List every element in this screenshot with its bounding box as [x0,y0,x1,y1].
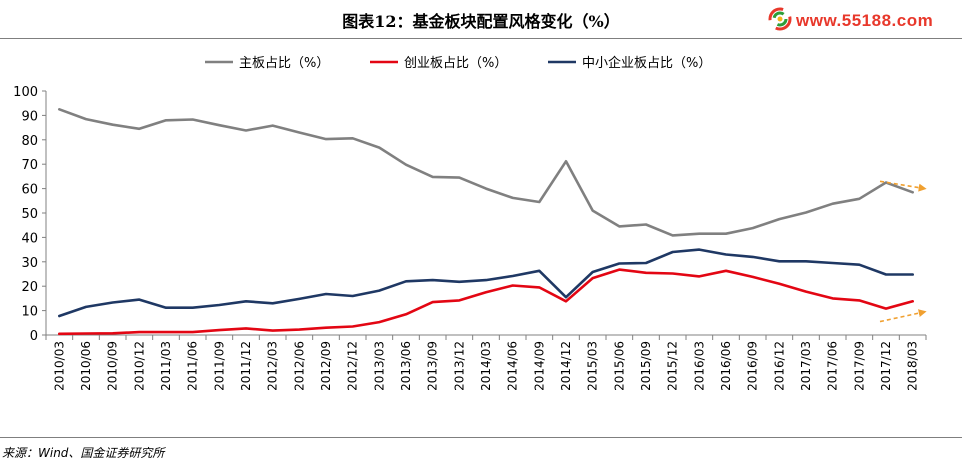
line-chart: 主板占比（%） 创业板占比（%） 中小企业板占比（%） 0 10 20 30 40 50 60 7… [13,55,927,391]
series-lines [57,108,915,336]
x-tick-label: 2014/06 [506,341,520,391]
chart-title: 图表12：基金板块配置风格变化（%） [342,12,620,31]
legend-label-1: 主板占比（%） [239,56,329,71]
series-line-3 [57,248,915,318]
x-tick-label: 2017/09 [852,341,866,391]
y-tick-label: 70 [21,158,38,173]
bottom-divider [0,437,962,438]
x-axis: 2010/03 2010/06 2010/09 2010/12 2011/03 2011/… [45,334,927,391]
x-tick-label: 2012/09 [319,341,333,391]
annotations [879,180,927,323]
y-tick-label: 40 [21,231,38,246]
x-tick-label: 2011/03 [159,341,173,391]
y-axis: 0 10 20 30 40 50 60 70 80 90 100 [13,85,47,344]
y-tick-label: 60 [21,183,38,198]
site-logo: www.55188.com [768,7,934,35]
x-tick-label: 2013/09 [426,341,440,391]
x-tick-label: 2013/12 [452,341,466,391]
x-tick-label: 2012/03 [266,341,280,391]
x-tick-label: 2014/12 [559,341,573,391]
x-tick-label: 2017/12 [879,341,893,391]
y-tick-label: 100 [13,85,38,100]
y-tick-label: 50 [21,207,38,222]
y-tick-label: 80 [21,134,38,149]
x-tick-label: 2011/12 [239,341,253,391]
y-tick-label: 0 [30,329,38,344]
x-tick-label: 2016/03 [692,341,706,391]
legend-label-3: 中小企业板占比（%） [582,55,711,71]
x-tick-label: 2010/12 [132,341,146,391]
swirl-logo-icon [768,7,792,35]
x-tick-label: 2016/09 [746,341,760,391]
y-tick-label: 30 [21,256,38,271]
x-tick-label: 2015/12 [666,341,680,391]
x-tick-label: 2016/12 [772,341,786,391]
y-tick-label: 20 [21,280,38,295]
x-tick-label: 2010/09 [106,341,120,391]
x-tick-label: 2015/03 [586,341,600,391]
x-tick-label: 2014/03 [479,341,493,391]
x-tick-label: 2013/03 [372,341,386,391]
x-tick-label: 2016/06 [719,341,733,391]
source-note: 来源：Wind、国金证券研究所 [2,446,165,460]
top-divider [0,38,962,39]
x-tick-label: 2012/06 [292,341,306,391]
series-line-1 [57,108,915,237]
series-line-2 [57,268,915,336]
x-tick-label: 2018/03 [906,341,920,391]
chart-legend: 主板占比（%） 创业板占比（%） 中小企业板占比（%） [205,55,711,71]
y-tick-label: 10 [21,305,38,320]
x-tick-label: 2014/09 [532,341,546,391]
logo-text: www.55188.com [796,11,934,30]
legend-label-2: 创业板占比（%） [404,56,507,71]
x-tick-label: 2012/12 [346,341,360,391]
x-tick-label: 2011/09 [212,341,226,391]
trend-arrow-2 [879,309,927,323]
x-tick-label: 2010/03 [52,341,66,391]
x-tick-label: 2017/03 [799,341,813,391]
x-tick-label: 2010/06 [79,341,93,391]
x-tick-label: 2013/06 [399,341,413,391]
x-tick-label: 2015/06 [612,341,626,391]
x-tick-label: 2011/06 [186,341,200,391]
y-tick-label: 90 [21,109,38,124]
x-tick-label: 2015/09 [639,341,653,391]
x-tick-label: 2017/06 [826,341,840,391]
trend-arrow-1 [879,180,927,192]
